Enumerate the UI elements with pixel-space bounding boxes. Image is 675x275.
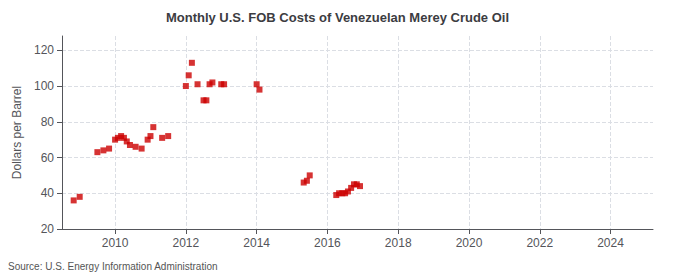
svg-text:2022: 2022 — [526, 236, 553, 250]
svg-text:Source: U.S. Energy Informatio: Source: U.S. Energy Information Administ… — [8, 261, 218, 272]
svg-text:2018: 2018 — [385, 236, 412, 250]
svg-text:2024: 2024 — [597, 236, 624, 250]
svg-text:2016: 2016 — [314, 236, 341, 250]
svg-text:60: 60 — [41, 151, 55, 165]
svg-text:100: 100 — [34, 79, 54, 93]
svg-text:20: 20 — [41, 222, 55, 236]
svg-text:2010: 2010 — [102, 236, 129, 250]
svg-text:2020: 2020 — [456, 236, 483, 250]
svg-text:Dollars per Barrel: Dollars per Barrel — [10, 86, 24, 179]
svg-text:2012: 2012 — [173, 236, 200, 250]
svg-text:2014: 2014 — [243, 236, 270, 250]
svg-text:Monthly U.S. FOB Costs of Vene: Monthly U.S. FOB Costs of Venezuelan Mer… — [166, 10, 509, 25]
svg-text:80: 80 — [41, 115, 55, 129]
svg-text:120: 120 — [34, 43, 54, 57]
svg-text:40: 40 — [41, 186, 55, 200]
